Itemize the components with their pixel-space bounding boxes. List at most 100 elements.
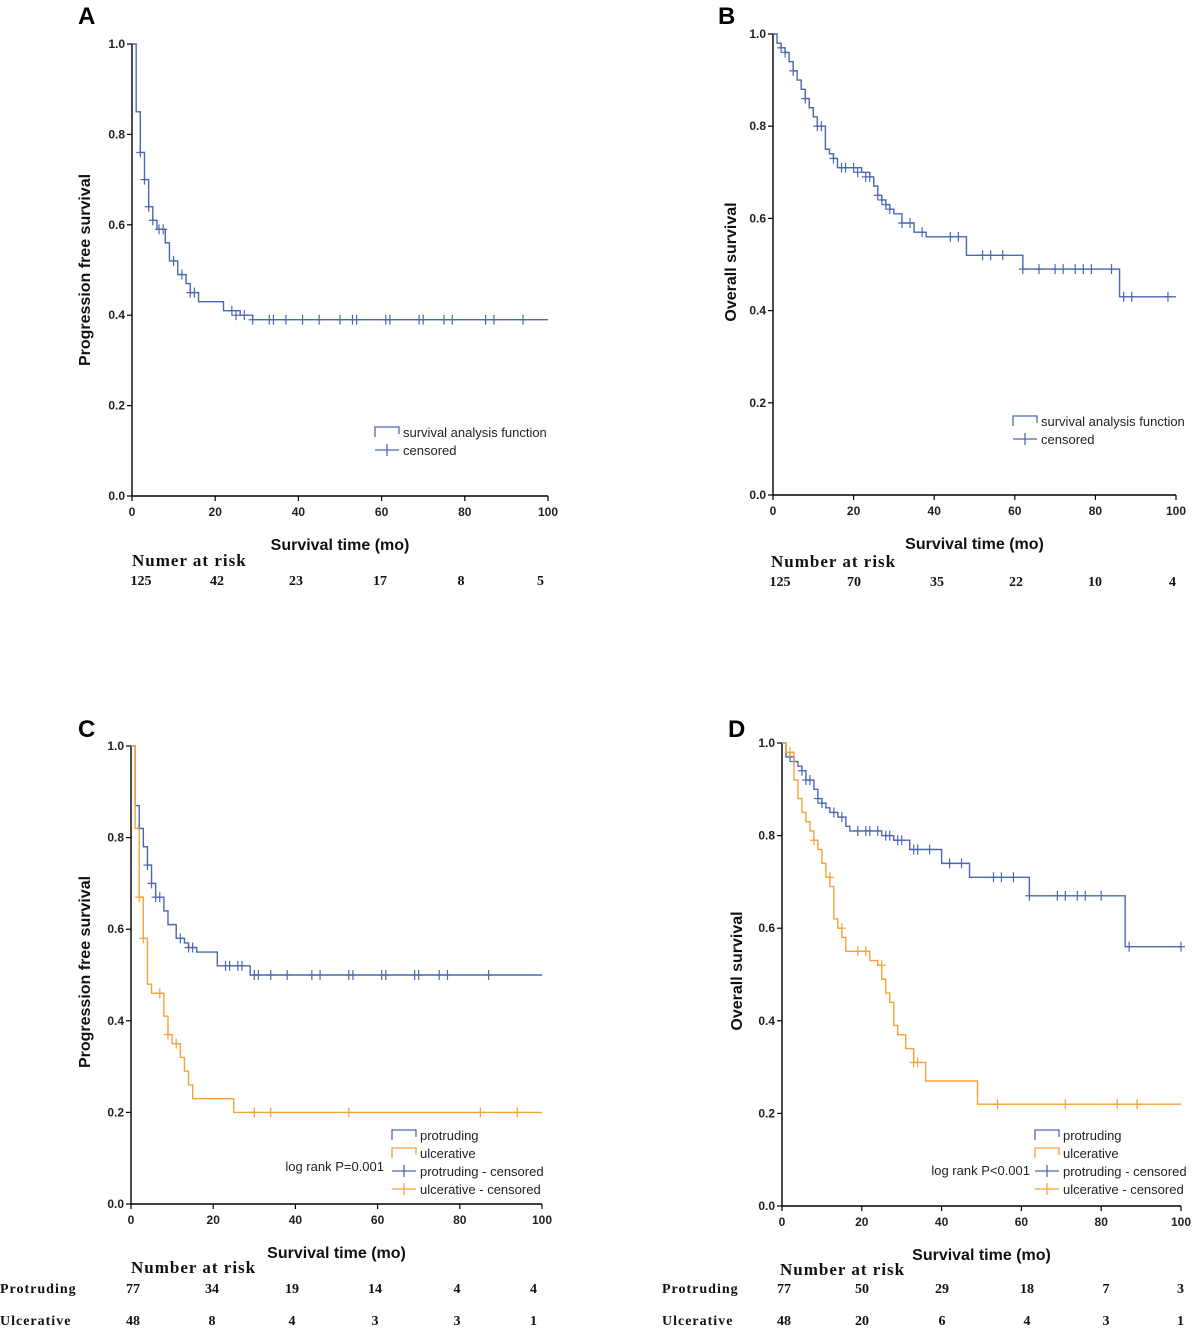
x-tick-label: 80 bbox=[458, 505, 472, 519]
x-tick-label: 80 bbox=[1089, 504, 1103, 518]
risk-count: 6 bbox=[939, 1314, 946, 1329]
legend-swatch-step bbox=[1034, 1129, 1060, 1140]
y-tick-label: 1.0 bbox=[108, 37, 125, 51]
risk-count: 19 bbox=[285, 1282, 299, 1297]
y-tick-label: 0.0 bbox=[749, 488, 766, 502]
risk-row-label: Ulcerative bbox=[0, 1314, 71, 1329]
x-tick-label: 20 bbox=[847, 504, 861, 518]
y-axis-title: Overall survival bbox=[723, 202, 740, 321]
y-tick-label: 0.2 bbox=[749, 396, 766, 410]
y-tick-label: 0.4 bbox=[108, 308, 125, 322]
x-tick-label: 60 bbox=[371, 1213, 385, 1227]
x-tick-label: 20 bbox=[207, 1213, 221, 1227]
x-axis-title: Survival time (mo) bbox=[912, 1247, 1051, 1264]
risk-count: 18 bbox=[1020, 1282, 1034, 1297]
risk-table-title: Number at risk bbox=[771, 552, 896, 571]
y-tick-label: 0.2 bbox=[758, 1106, 775, 1120]
panel-letter: A bbox=[78, 3, 95, 30]
y-tick-label: 0.4 bbox=[749, 304, 766, 318]
risk-table-title: Number at risk bbox=[780, 1260, 905, 1279]
risk-count: 77 bbox=[126, 1282, 140, 1297]
risk-row-label: Ulcerative bbox=[662, 1314, 733, 1329]
y-tick-label: 0.8 bbox=[108, 127, 125, 141]
x-tick-label: 20 bbox=[855, 1215, 869, 1229]
y-axis-title: Overall survival bbox=[729, 911, 746, 1030]
risk-count: 29 bbox=[935, 1282, 949, 1297]
risk-count: 3 bbox=[1103, 1314, 1110, 1329]
x-axis-title: Survival time (mo) bbox=[267, 1245, 406, 1262]
y-tick-label: 1.0 bbox=[749, 27, 766, 41]
x-tick-label: 80 bbox=[1095, 1215, 1109, 1229]
panel-d-overall-by-type: D 0.0 0.2 0.4 0.6 0.8 1.0 0 20 40 60 80 100 Survival … bbox=[662, 716, 1191, 1329]
risk-count: 1 bbox=[530, 1314, 537, 1329]
y-tick-label: 1.0 bbox=[758, 736, 775, 750]
risk-count: 125 bbox=[770, 575, 791, 590]
x-tick-label: 40 bbox=[928, 504, 942, 518]
risk-count: 17 bbox=[373, 574, 387, 589]
risk-count: 8 bbox=[458, 574, 465, 589]
risk-count: 48 bbox=[126, 1314, 140, 1329]
risk-count: 77 bbox=[777, 1282, 791, 1297]
km-step-line-protruding bbox=[131, 745, 542, 976]
y-tick-label: 0.8 bbox=[758, 829, 775, 843]
y-tick-label: 0.2 bbox=[107, 1105, 124, 1119]
x-tick-label: 60 bbox=[375, 505, 389, 519]
legend-label: ulcerative - censored bbox=[420, 1182, 541, 1197]
risk-count: 20 bbox=[855, 1314, 869, 1329]
risk-count: 35 bbox=[930, 575, 944, 590]
risk-count: 4 bbox=[454, 1282, 461, 1297]
risk-count: 8 bbox=[209, 1314, 216, 1329]
legend-label: ulcerative bbox=[1063, 1146, 1119, 1161]
risk-table-title: Numer at risk bbox=[132, 551, 247, 570]
y-tick-label: 0.2 bbox=[108, 399, 125, 413]
x-tick-label: 80 bbox=[453, 1213, 467, 1227]
y-tick-label: 0.0 bbox=[107, 1197, 124, 1211]
x-tick-label: 60 bbox=[1015, 1215, 1029, 1229]
risk-row-label: Protruding bbox=[0, 1282, 77, 1297]
risk-count: 4 bbox=[1169, 575, 1176, 590]
x-tick-label: 0 bbox=[770, 504, 777, 518]
risk-count: 3 bbox=[1177, 1282, 1184, 1297]
km-step-line-protruding bbox=[782, 742, 1181, 948]
legend-label: ulcerative bbox=[420, 1146, 476, 1161]
risk-count: 7 bbox=[1103, 1282, 1110, 1297]
x-tick-label: 0 bbox=[779, 1215, 786, 1229]
y-axis-title: Progression free survival bbox=[77, 876, 94, 1068]
risk-count: 4 bbox=[1024, 1314, 1031, 1329]
x-tick-label: 60 bbox=[1008, 504, 1022, 518]
legend-label: protruding bbox=[1063, 1128, 1122, 1143]
panel-letter: D bbox=[728, 716, 745, 743]
y-tick-label: 0.4 bbox=[107, 1014, 124, 1028]
legend-swatch-step bbox=[1034, 1147, 1060, 1158]
risk-count: 4 bbox=[530, 1282, 537, 1297]
y-tick-label: 0.0 bbox=[758, 1199, 775, 1213]
panel-b-overall-survival: B 0.0 0.2 0.4 0.6 0.8 1.0 0 20 40 60 80 100 Survival … bbox=[718, 3, 1186, 590]
risk-count: 14 bbox=[368, 1282, 382, 1297]
km-step-line-ulcerative bbox=[131, 745, 542, 1114]
km-step-line-survival-analysis-function bbox=[773, 33, 1176, 298]
legend-label: survival analysis function bbox=[403, 425, 547, 440]
legend-label: protruding - censored bbox=[420, 1164, 544, 1179]
legend-label: protruding - censored bbox=[1063, 1164, 1187, 1179]
legend-label: censored bbox=[403, 443, 456, 458]
risk-count: 1 bbox=[1177, 1314, 1184, 1329]
legend-label: censored bbox=[1041, 432, 1094, 447]
x-tick-label: 0 bbox=[129, 505, 136, 519]
legend-swatch-step bbox=[374, 426, 400, 437]
x-axis-title: Survival time (mo) bbox=[905, 536, 1044, 553]
y-tick-label: 0.8 bbox=[749, 119, 766, 133]
risk-count: 10 bbox=[1088, 575, 1102, 590]
legend-label: protruding bbox=[420, 1128, 479, 1143]
x-tick-label: 100 bbox=[532, 1213, 552, 1227]
x-tick-label: 40 bbox=[935, 1215, 949, 1229]
risk-count: 48 bbox=[777, 1314, 791, 1329]
risk-table-title: Number at risk bbox=[131, 1258, 256, 1277]
x-tick-label: 40 bbox=[289, 1213, 303, 1227]
panel-c-progression-free-by-type: C 0.0 0.2 0.4 0.6 0.8 1.0 0 20 40 60 80 100 Survival … bbox=[0, 716, 552, 1329]
panel-letter: B bbox=[718, 3, 735, 30]
y-axis-title: Progression free survival bbox=[77, 174, 94, 366]
panel-a-progression-free-survival: A 0.0 0.2 0.4 0.6 0.8 1.0 0 20 40 60 80 100 Survival … bbox=[77, 3, 558, 589]
y-tick-label: 0.0 bbox=[108, 489, 125, 503]
risk-count: 22 bbox=[1009, 575, 1023, 590]
